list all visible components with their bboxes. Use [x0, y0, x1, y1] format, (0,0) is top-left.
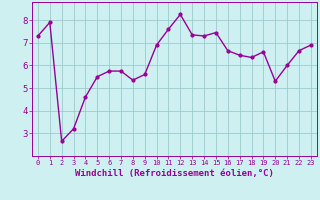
X-axis label: Windchill (Refroidissement éolien,°C): Windchill (Refroidissement éolien,°C) [75, 169, 274, 178]
